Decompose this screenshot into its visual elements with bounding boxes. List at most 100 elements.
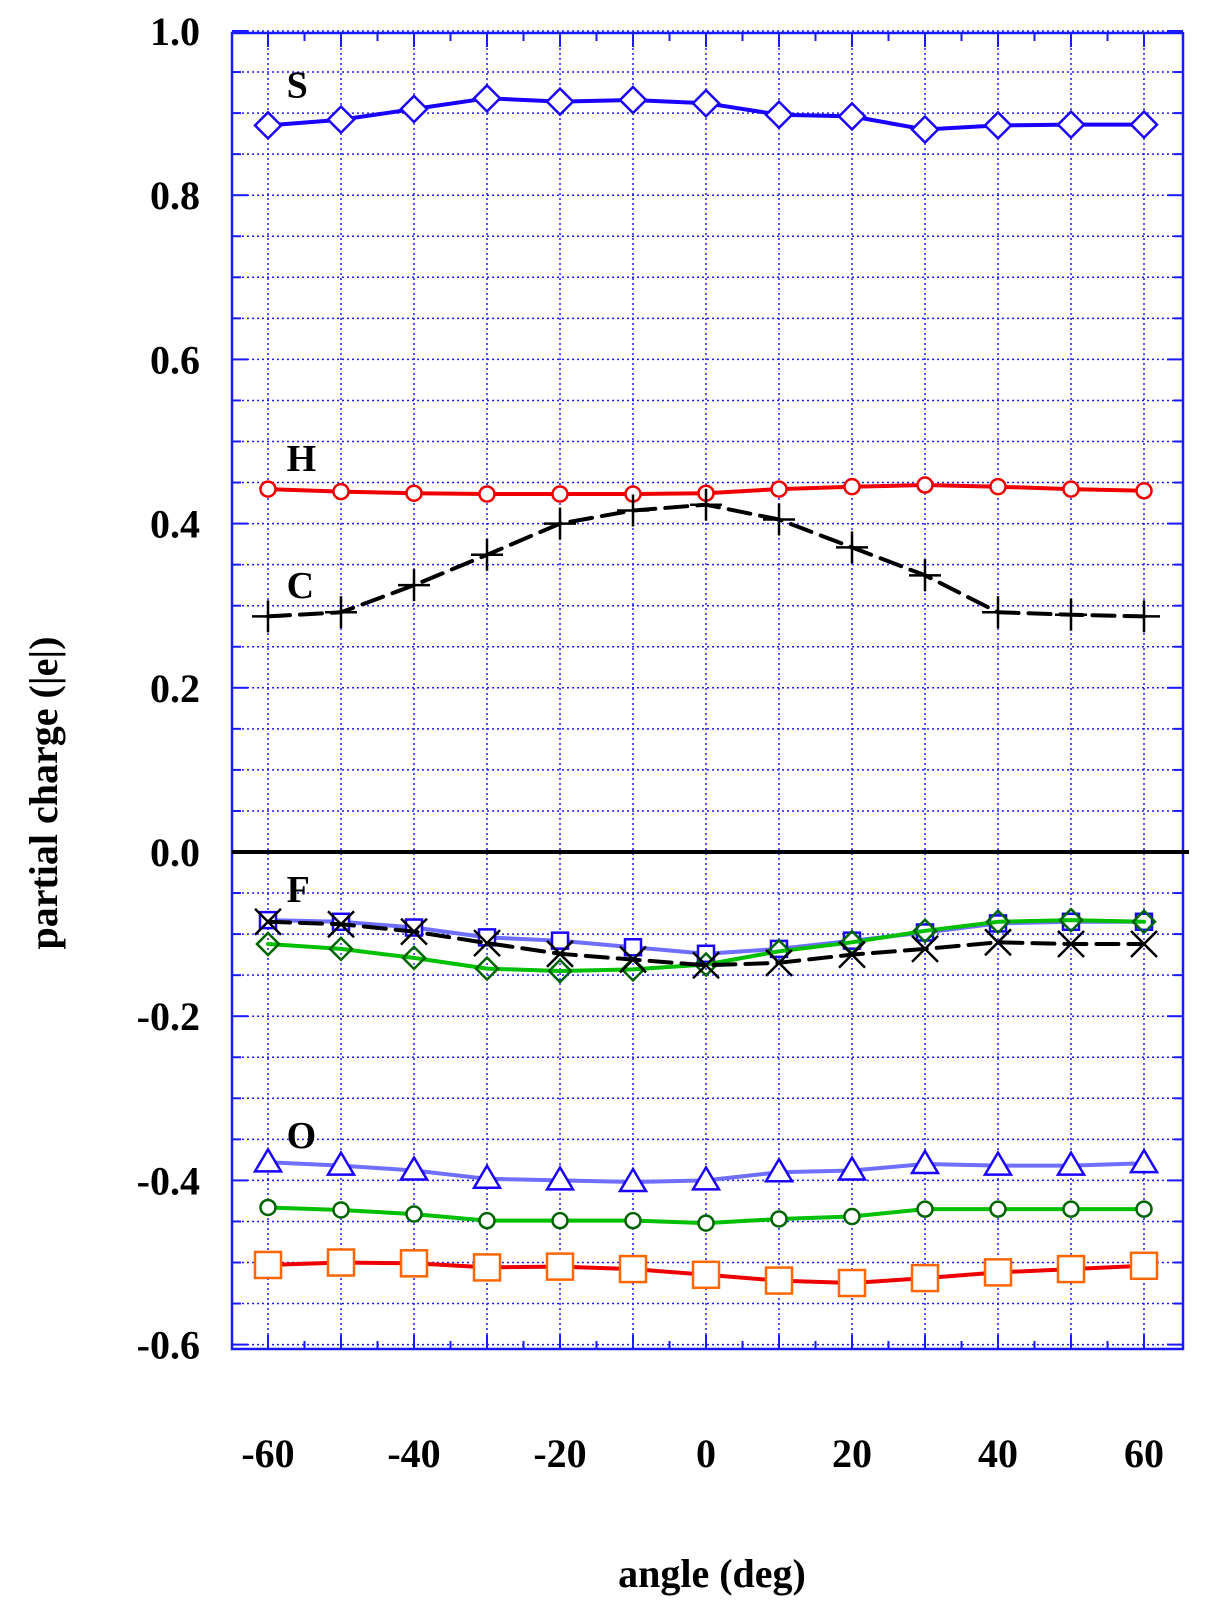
circle-marker — [478, 485, 496, 503]
circle-marker — [916, 1200, 934, 1218]
data-point — [1128, 1147, 1160, 1174]
data-point — [471, 538, 503, 571]
diamond-marker — [326, 104, 356, 135]
data-point — [405, 1205, 423, 1223]
y-tick-label: -0.4 — [137, 1158, 200, 1203]
x-marker — [911, 934, 939, 963]
data-point — [1129, 109, 1159, 140]
data-point — [985, 909, 1011, 935]
diamond-marker — [764, 99, 794, 130]
triangle-marker — [617, 1166, 649, 1193]
data-point — [325, 1150, 357, 1176]
series-label-s: S — [287, 64, 308, 106]
diamond-marker — [328, 936, 354, 962]
triangle-marker — [690, 1164, 722, 1191]
diamond-marker — [618, 85, 648, 115]
circle-marker — [916, 476, 934, 494]
x-tick-label: 40 — [978, 1431, 1018, 1476]
data-point — [763, 1156, 795, 1183]
data-point — [916, 1200, 934, 1218]
diamond-marker — [547, 958, 573, 984]
data-point — [550, 931, 570, 950]
data-point — [474, 955, 500, 982]
data-point — [255, 931, 281, 957]
y-tick-label: 1.0 — [150, 9, 200, 54]
triangle-marker — [252, 1146, 284, 1173]
data-point — [983, 1258, 1013, 1287]
data-point — [989, 1200, 1007, 1218]
square-marker — [399, 1249, 429, 1278]
circle-marker — [770, 480, 788, 498]
x-marker — [765, 948, 793, 977]
circle-marker — [259, 480, 277, 498]
data-point — [472, 83, 502, 114]
data-point — [398, 569, 430, 602]
data-point — [763, 503, 795, 536]
data-point — [910, 1263, 940, 1293]
data-point — [1056, 109, 1086, 140]
circle-marker — [843, 477, 861, 496]
circle-marker — [843, 1207, 861, 1226]
diamond-marker — [545, 86, 575, 117]
triangle-marker — [1128, 1147, 1160, 1174]
data-point — [618, 85, 648, 115]
y-axis-title: partial charge (|e|) — [21, 636, 66, 949]
plot-frame — [230, 30, 1189, 1351]
square-marker — [983, 1258, 1013, 1287]
data-point — [473, 929, 501, 958]
data-point — [691, 1260, 721, 1290]
diamond-marker — [691, 88, 721, 119]
square-marker — [764, 1266, 794, 1295]
x-axis-title: angle (deg) — [618, 1551, 806, 1596]
data-point — [909, 559, 941, 592]
square-marker — [837, 1268, 867, 1298]
data-point — [909, 1148, 941, 1175]
x-tick-label: -40 — [387, 1431, 440, 1476]
data-point — [912, 918, 938, 944]
diamond-marker — [472, 83, 502, 114]
square-marker — [477, 928, 497, 947]
data-point — [400, 917, 428, 946]
data-point — [1062, 1200, 1080, 1218]
plot-border — [230, 31, 1185, 1351]
data-point — [618, 1254, 648, 1284]
data-point — [1130, 930, 1158, 958]
x-marker — [838, 940, 866, 969]
y-tick-label: -0.2 — [137, 994, 200, 1039]
diamond-marker — [253, 110, 283, 141]
diamond-marker — [399, 94, 429, 124]
data-point — [254, 907, 282, 936]
diamond-marker — [1129, 109, 1159, 140]
y-tick-label: -0.6 — [137, 1323, 200, 1368]
data-point — [843, 1207, 861, 1226]
triangle-marker — [398, 1155, 430, 1181]
data-point — [770, 480, 788, 498]
triangle-marker — [909, 1148, 941, 1175]
data-point — [547, 958, 573, 984]
data-point — [551, 1211, 569, 1230]
data-point — [690, 1164, 722, 1191]
square-marker — [1129, 1251, 1159, 1281]
data-point — [328, 936, 354, 962]
data-point — [617, 1166, 649, 1193]
data-point — [624, 1211, 642, 1230]
y-tick-label: 0.6 — [150, 337, 200, 382]
data-point — [916, 476, 934, 494]
data-point — [623, 937, 643, 957]
data-point — [253, 1250, 283, 1280]
data-point — [326, 104, 356, 135]
square-marker — [910, 1263, 940, 1293]
circle-marker — [1062, 480, 1080, 498]
series-label-f: F — [287, 869, 310, 911]
data-point — [544, 1164, 576, 1191]
circle-marker — [1135, 482, 1153, 500]
x-marker — [327, 910, 355, 939]
data-point — [545, 1252, 575, 1281]
triangle-marker — [1055, 1150, 1087, 1176]
y-tick-label: 0.2 — [150, 666, 200, 711]
square-marker — [691, 1260, 721, 1290]
data-point — [253, 110, 283, 141]
data-point — [332, 1201, 350, 1219]
x-tick-label: 20 — [832, 1431, 872, 1476]
data-point — [1062, 480, 1080, 498]
